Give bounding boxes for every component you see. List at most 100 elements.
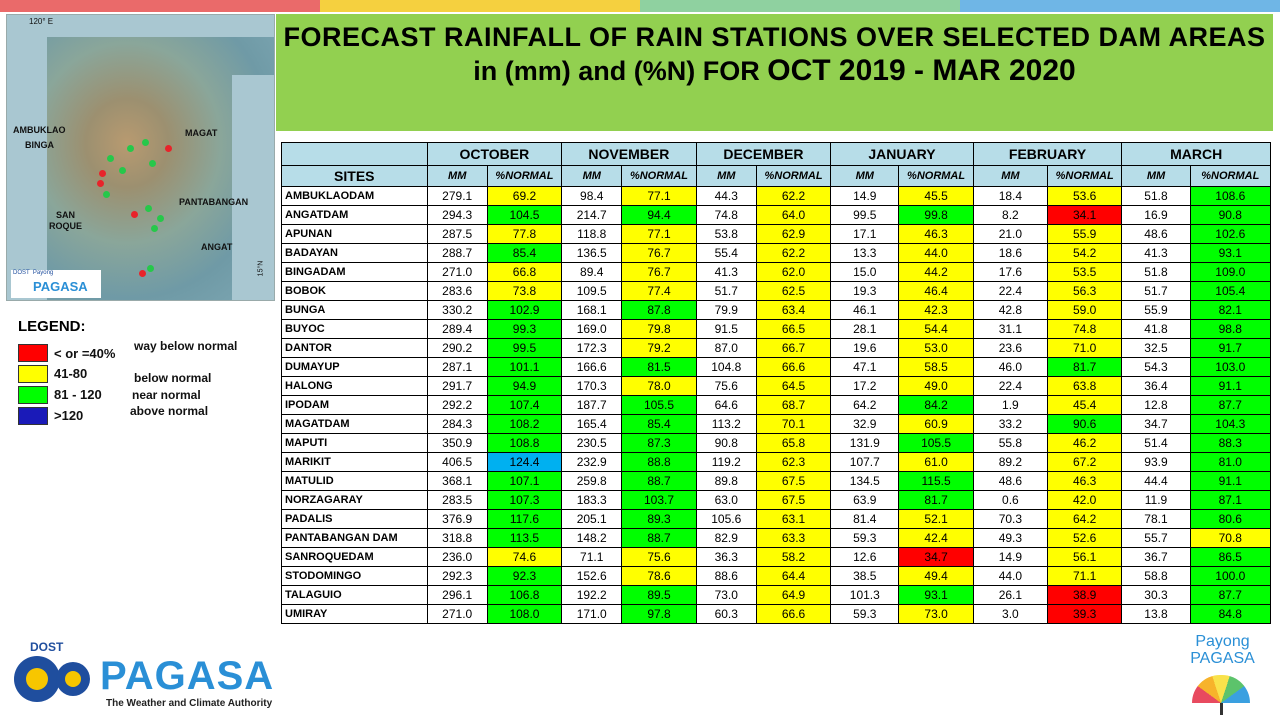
mm-cell: 55.8 — [972, 433, 1049, 453]
pct-normal-cell: 92.3 — [486, 566, 563, 586]
site-name-cell: BINGADAM — [281, 262, 428, 282]
pct-normal-cell: 108.8 — [486, 433, 563, 453]
table-row: PANTABANGAN DAM 318.8 113.5 148.2 88.7 82.9 63… — [281, 528, 1272, 548]
month-header: JANUARY — [830, 142, 974, 166]
mm-cell: 36.7 — [1121, 547, 1191, 567]
mm-cell: 13.3 — [830, 243, 900, 263]
payong-line-2: PAGASA — [1190, 650, 1255, 667]
month-header: OCTOBER — [426, 142, 563, 166]
station-dot — [139, 270, 146, 277]
mm-cell: 288.7 — [426, 243, 488, 263]
mm-cell: 74.8 — [695, 205, 757, 225]
site-name-cell: MAGATDAM — [281, 414, 428, 434]
pct-normal-cell: 108.2 — [486, 414, 563, 434]
mm-cell: 89.8 — [695, 471, 757, 491]
pct-normal-cell: 93.1 — [1189, 243, 1272, 263]
legend: LEGEND: < or =40% way below normal 41-80… — [14, 318, 274, 428]
table-row: IPODAM 292.2 107.4 187.7 105.5 64.6 68.7 64.2 84… — [281, 395, 1272, 415]
pct-normal-cell: 91.7 — [1189, 338, 1272, 358]
pct-normal-cell: 46.3 — [898, 224, 974, 244]
pct-normal-cell: 104.5 — [486, 205, 563, 225]
mm-cell: 36.3 — [695, 547, 757, 567]
pct-normal-cell: 91.1 — [1189, 471, 1272, 491]
station-dot — [149, 160, 156, 167]
mm-cell: 41.3 — [695, 262, 757, 282]
mm-cell: 63.9 — [830, 490, 900, 510]
mm-cell: 205.1 — [561, 509, 623, 529]
pct-normal-cell: 90.8 — [1189, 205, 1272, 225]
pct-normal-cell: 87.8 — [621, 300, 697, 320]
pct-normal-cell: 88.8 — [621, 452, 697, 472]
mm-cell: 59.3 — [830, 604, 900, 624]
pct-normal-cell: 67.2 — [1047, 452, 1123, 472]
pct-normal-cell: 93.1 — [898, 585, 974, 605]
legend-range: 41-80 — [54, 366, 88, 381]
mm-cell: 81.4 — [830, 509, 900, 529]
map-sea-north — [47, 15, 274, 37]
mm-cell: 271.0 — [426, 604, 488, 624]
month-header: FEBRUARY — [972, 142, 1123, 166]
mm-cell: 22.4 — [972, 281, 1049, 301]
title-line-1: FORECAST RAINFALL OF RAIN STATIONS OVER … — [283, 22, 1266, 52]
dost-label: DOST — [30, 640, 64, 654]
mm-cell: 51.7 — [1121, 281, 1191, 301]
pct-normal-cell: 49.4 — [898, 566, 974, 586]
mm-cell: 36.4 — [1121, 376, 1191, 396]
mm-cell: 98.4 — [561, 186, 623, 206]
pct-normal-cell: 107.4 — [486, 395, 563, 415]
mm-cell: 19.3 — [830, 281, 900, 301]
legend-range: < or =40% — [54, 346, 116, 361]
site-name-cell: DUMAYUP — [281, 357, 428, 377]
pct-normal-cell: 89.5 — [621, 585, 697, 605]
pct-normal-cell: 54.4 — [898, 319, 974, 339]
mm-cell: 48.6 — [972, 471, 1049, 491]
site-name-cell: DANTOR — [281, 338, 428, 358]
table-row: HALONG 291.7 94.9 170.3 78.0 75.6 64.5 17.2 49.0… — [281, 376, 1272, 396]
table-row: BINGADAM 271.0 66.8 89.4 76.7 41.3 62.0 15.0 44.… — [281, 262, 1272, 282]
station-dot — [147, 265, 154, 272]
map-lon-label: 120° E — [29, 17, 54, 26]
page-title: FORECAST RAINFALL OF RAIN STATIONS OVER … — [276, 14, 1273, 131]
pct-normal-cell: 49.0 — [898, 376, 974, 396]
mm-cell: 187.7 — [561, 395, 623, 415]
station-dot — [103, 191, 110, 198]
mm-cell: 107.7 — [830, 452, 900, 472]
mm-cell: 32.5 — [1121, 338, 1191, 358]
pct-normal-cell: 42.4 — [898, 528, 974, 548]
pct-normal-cell: 63.1 — [755, 509, 832, 529]
map-sea-west — [7, 15, 47, 300]
site-name-cell: APUNAN — [281, 224, 428, 244]
mm-cell: 318.8 — [426, 528, 488, 548]
pct-normal-cell: 86.5 — [1189, 547, 1272, 567]
pct-normal-cell: 81.7 — [1047, 357, 1123, 377]
map-label-magat: MAGAT — [185, 128, 218, 138]
site-name-cell: MAPUTI — [281, 433, 428, 453]
site-name-cell: NORZAGARAY — [281, 490, 428, 510]
pct-normal-cell: 74.8 — [1047, 319, 1123, 339]
mm-cell: 279.1 — [426, 186, 488, 206]
pct-normal-cell: 66.8 — [486, 262, 563, 282]
legend-range: >120 — [54, 408, 84, 423]
mm-cell: 51.7 — [695, 281, 757, 301]
mm-cell: 53.8 — [695, 224, 757, 244]
pct-normal-cell: 87.1 — [1189, 490, 1272, 510]
pct-normal-cell: 45.4 — [1047, 395, 1123, 415]
legend-desc: below normal — [134, 371, 212, 385]
pct-normal-cell: 103.0 — [1189, 357, 1272, 377]
table-row: MARIKIT 406.5 124.4 232.9 88.8 119.2 62.3 107.7… — [281, 452, 1272, 472]
sub-header-row: SITES MM %NORMAL MM %NORMAL MM %NORMAL M… — [281, 165, 1272, 187]
station-dot — [145, 205, 152, 212]
mm-cell: 14.9 — [830, 186, 900, 206]
mm-cell: 406.5 — [426, 452, 488, 472]
pct-normal-cell: 64.2 — [1047, 509, 1123, 529]
mm-cell: 34.7 — [1121, 414, 1191, 434]
mm-cell: 18.4 — [972, 186, 1049, 206]
mm-cell: 51.8 — [1121, 262, 1191, 282]
map-lat-label: 15°N — [257, 260, 265, 277]
mm-cell: 183.3 — [561, 490, 623, 510]
site-name-cell: IPODAM — [281, 395, 428, 415]
mm-cell: 172.3 — [561, 338, 623, 358]
pct-normal-cell: 82.1 — [1189, 300, 1272, 320]
legend-desc: way below normal — [134, 339, 238, 353]
map-label-san-roque: SAN ROQUE — [49, 210, 82, 232]
